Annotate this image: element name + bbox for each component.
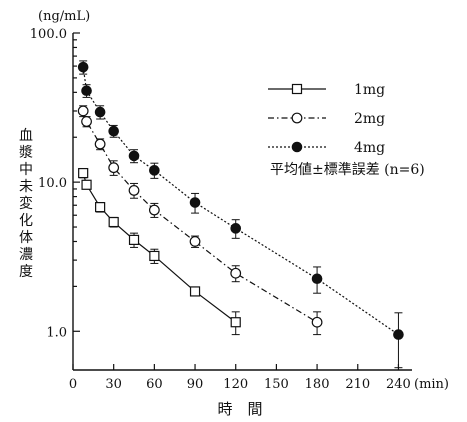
filled-circle-marker [311,273,323,285]
open-circle-marker [189,236,201,247]
x-tick-label: 240 [386,377,411,392]
filled-circle-marker [128,150,140,162]
open-circle-marker [230,267,242,279]
filled-circle-marker [291,141,303,153]
open-circle-marker [81,116,92,127]
filled-circle-marker [81,85,92,97]
filled-circle-marker [189,197,201,208]
legend-label-1mg: 1mg [354,82,385,98]
x-tick-label: 0 [69,377,77,392]
square-marker [81,179,92,190]
y-tick-label: 1.0 [46,325,67,340]
x-unit-label: (min) [414,377,449,392]
x-tick-label: 60 [146,377,163,392]
square-marker [95,202,106,213]
square-marker [291,83,303,95]
square-marker [230,317,241,328]
x-tick-label: 210 [345,377,370,392]
y-tick-label: 10.0 [38,176,67,191]
square-marker [78,167,89,179]
open-circle-marker [128,185,140,196]
data-points [77,60,404,369]
legend-label-4mg: 4mg [354,140,385,156]
y-axis-title: 血漿中未変化体濃度 [19,128,33,280]
open-circle-marker [291,112,303,124]
x-axis-title: 時 間 [217,400,262,418]
legend-note: 平均値±標準誤差 (n=6) [270,162,425,178]
filled-circle-marker [393,329,404,340]
x-tick-label: 90 [187,377,204,392]
filled-circle-marker [108,125,119,137]
filled-circle-marker [149,165,160,176]
series-lines [82,67,399,336]
series-line-4mg [82,67,399,336]
x-tick-label: 30 [105,377,122,392]
square-marker [149,250,160,262]
square-marker [128,234,140,245]
open-circle-marker [108,162,120,174]
open-circle-marker [94,138,106,150]
filled-circle-marker [230,223,242,234]
filled-circle-marker [94,106,106,118]
y-tick-label: 100.0 [30,27,67,42]
open-circle-marker [311,316,323,328]
x-tick-label: 120 [223,377,248,392]
y-unit-label: (ng/mL) [38,9,90,24]
square-marker [189,286,201,297]
open-circle-marker [77,105,89,117]
series-line-1mg [82,172,237,323]
open-circle-marker [148,204,160,216]
legend-label-2mg: 2mg [354,111,385,127]
x-tick-label: 180 [305,377,330,392]
square-marker [108,216,119,228]
legend: 1mg 2mg 4mg [268,82,385,156]
x-tick-label: 150 [264,377,289,392]
filled-circle-marker [77,61,89,73]
